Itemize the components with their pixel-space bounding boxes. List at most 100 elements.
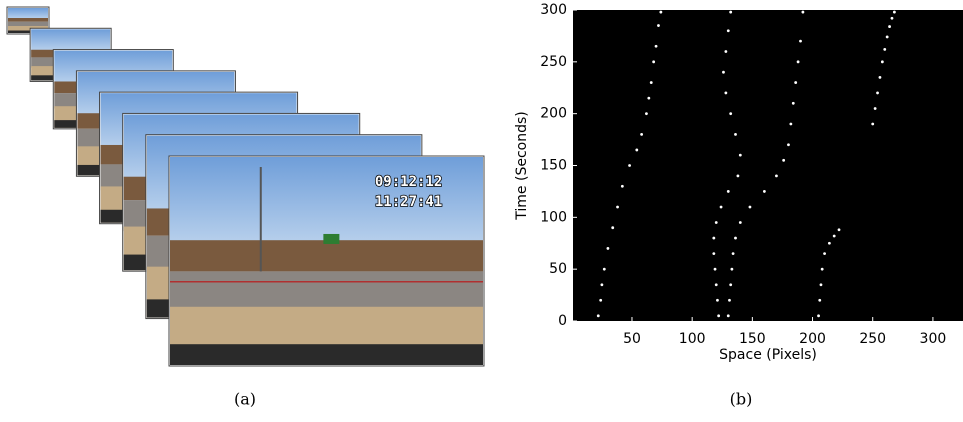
point (886, 36, 889, 39)
point (739, 154, 742, 157)
point (616, 206, 619, 209)
point (599, 299, 602, 302)
point (732, 252, 735, 255)
point (891, 17, 894, 20)
point (838, 228, 841, 231)
sign (323, 234, 339, 244)
y-tick-label: 250 (540, 54, 567, 70)
point (763, 190, 766, 193)
point (727, 314, 730, 317)
timestamp-clock: 11:27:41 (375, 194, 442, 210)
point (597, 314, 600, 317)
point (712, 237, 715, 240)
point (716, 299, 719, 302)
point (789, 123, 792, 126)
point (818, 299, 821, 302)
point (650, 81, 653, 84)
y-tick-label: 200 (540, 106, 567, 122)
point (871, 123, 874, 126)
point (714, 268, 717, 271)
point (794, 81, 797, 84)
space-time-plot: 50 100 150 200 250 300 0 50 100 150 200 250 300 Space… (514, 2, 963, 363)
point (802, 11, 805, 14)
point (715, 283, 718, 286)
y-axis-label: Time (Seconds) (514, 111, 530, 220)
point (828, 242, 831, 245)
point (787, 143, 790, 146)
point (749, 206, 752, 209)
point (730, 268, 733, 271)
trees (170, 240, 483, 271)
point (729, 112, 732, 115)
point (792, 102, 795, 105)
point (640, 133, 643, 136)
point (883, 48, 886, 51)
point (729, 283, 732, 286)
plot-area (573, 10, 963, 321)
point (600, 283, 603, 286)
point (727, 190, 730, 193)
point (722, 71, 725, 74)
frame: 09:12:12 11:27:41 (169, 156, 484, 366)
point (728, 299, 731, 302)
point (720, 206, 723, 209)
point (712, 252, 715, 255)
point (876, 92, 879, 95)
point (724, 92, 727, 95)
y-tick-label: 100 (540, 209, 567, 225)
point (729, 11, 732, 14)
x-tick-label: 150 (739, 331, 766, 347)
point (611, 226, 614, 229)
y-tick-label: 0 (558, 313, 567, 329)
point (655, 45, 658, 48)
figure: 09:12:12 11:27:41 (a) (b) 50 100 150 200 250 3… (0, 0, 963, 418)
point (621, 185, 624, 188)
video-frames: 09:12:12 11:27:41 (7, 7, 484, 366)
point (820, 283, 823, 286)
point (833, 235, 836, 238)
caption-b: (b) (730, 390, 753, 409)
y-tick-label: 300 (540, 2, 567, 18)
point (821, 268, 824, 271)
point (893, 11, 896, 14)
point (652, 60, 655, 63)
point (717, 314, 720, 317)
point (797, 60, 800, 63)
point (879, 76, 882, 79)
point (734, 133, 737, 136)
point (782, 159, 785, 162)
point (715, 221, 718, 224)
point (657, 24, 660, 27)
point (724, 50, 727, 53)
x-tick-label: 50 (623, 331, 641, 347)
x-tick-label: 300 (920, 331, 947, 347)
point (635, 149, 638, 152)
point (607, 247, 610, 250)
point (823, 252, 826, 255)
x-axis-label: Space (Pixels) (719, 347, 817, 363)
timestamp-time: 09:12:12 (375, 174, 442, 190)
caption-a: (a) (234, 390, 256, 409)
trees (8, 18, 48, 22)
point (874, 107, 877, 110)
point (727, 29, 730, 32)
y-tick-label: 50 (549, 261, 567, 277)
point (734, 237, 737, 240)
x-tick-label: 100 (679, 331, 706, 347)
x-tick-label: 200 (799, 331, 826, 347)
point (647, 97, 650, 100)
x-tick-label: 250 (859, 331, 886, 347)
point (799, 40, 802, 43)
dash (170, 344, 483, 365)
point (817, 314, 820, 317)
point (739, 221, 742, 224)
point (881, 60, 884, 63)
point (775, 174, 778, 177)
point (737, 174, 740, 177)
point (628, 164, 631, 167)
point (645, 112, 648, 115)
point (888, 25, 891, 28)
point (603, 268, 606, 271)
y-tick-label: 150 (540, 158, 567, 174)
point (659, 11, 662, 14)
